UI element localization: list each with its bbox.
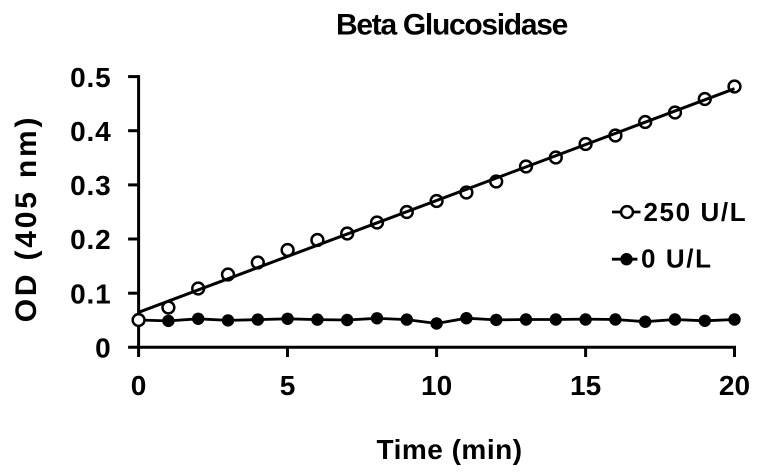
svg-text:0.3: 0.3 (70, 170, 111, 201)
svg-text:20: 20 (719, 370, 750, 401)
svg-text:OD (405 nm): OD (405 nm) (10, 115, 43, 323)
svg-text:0: 0 (95, 333, 111, 364)
svg-text:Time (min): Time (min) (376, 434, 522, 465)
svg-text:0: 0 (131, 370, 147, 401)
svg-text:0.1: 0.1 (70, 278, 111, 309)
svg-text:5: 5 (280, 370, 296, 401)
svg-text:0.2: 0.2 (70, 224, 111, 255)
svg-text:10: 10 (421, 370, 452, 401)
svg-text:Beta Glucosidase: Beta Glucosidase (336, 8, 568, 41)
svg-text:250 U/L: 250 U/L (644, 197, 748, 227)
svg-text:0.4: 0.4 (70, 116, 111, 147)
svg-text:0.5: 0.5 (70, 62, 111, 93)
svg-text:0 U/L: 0 U/L (641, 243, 713, 273)
svg-text:15: 15 (570, 370, 601, 401)
